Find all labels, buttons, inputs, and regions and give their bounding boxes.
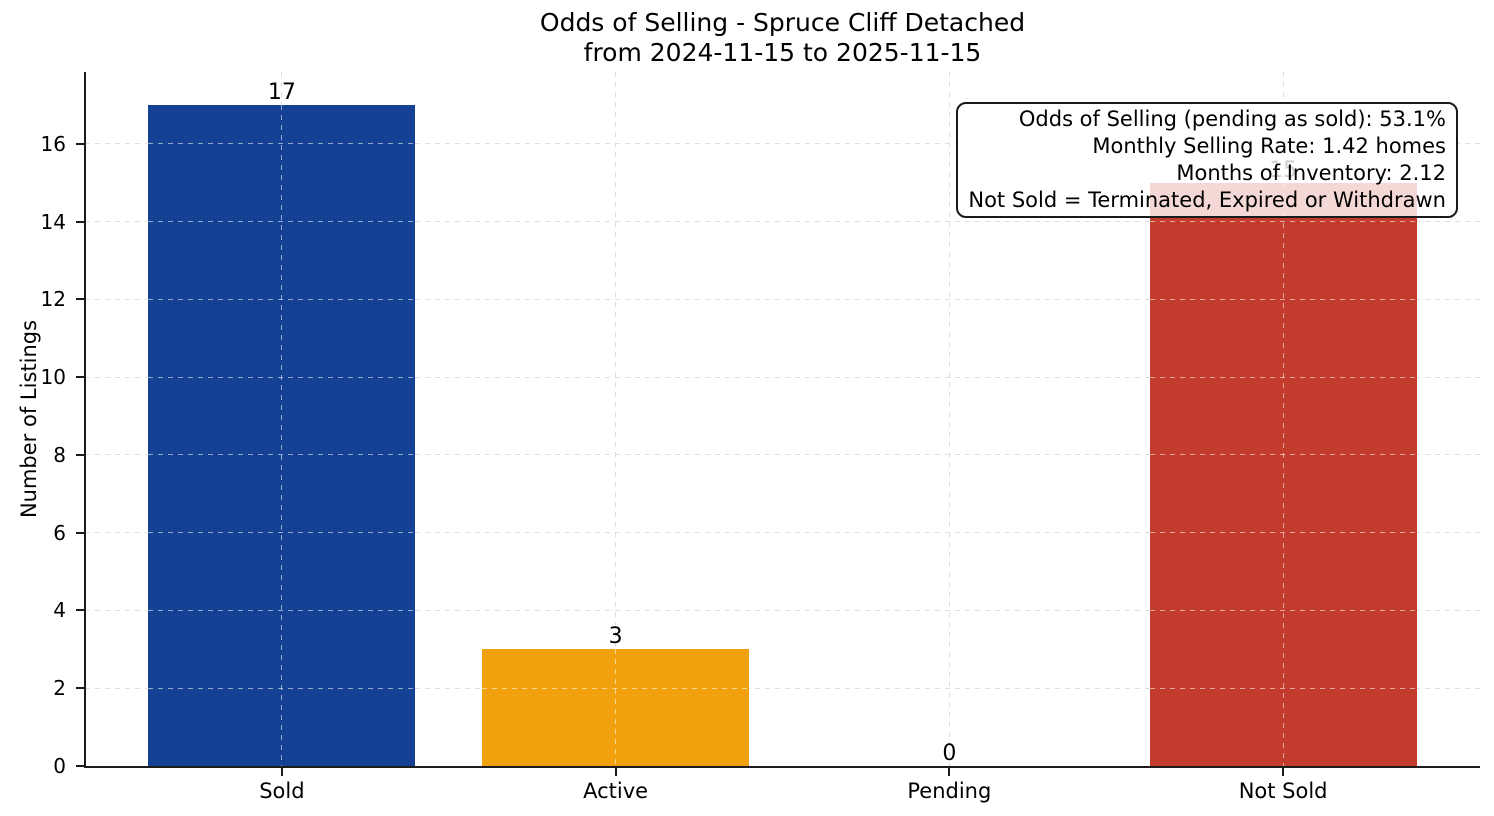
y-tick — [76, 142, 85, 145]
gridline-horizontal — [85, 532, 1480, 534]
gridline-overlay-horizontal — [1149, 687, 1417, 689]
x-tick-label-not-sold: Not Sold — [1238, 779, 1328, 803]
x-tick-label-sold: Sold — [259, 779, 305, 803]
y-tick-label-14: 14 — [40, 209, 66, 234]
y-tick — [76, 765, 85, 767]
gridline-horizontal — [85, 298, 1480, 300]
y-tick — [76, 609, 85, 612]
gridline-vertical — [948, 72, 950, 766]
annotation-line-odds: Odds of Selling (pending as sold): 53.1% — [1018, 107, 1446, 131]
y-tick — [76, 453, 85, 456]
bar-sold — [148, 105, 416, 766]
y-tick — [76, 376, 85, 379]
gridline-horizontal — [85, 221, 1480, 223]
y-tick-label-12: 12 — [40, 287, 66, 312]
bar-value-label-active: 3 — [608, 624, 623, 650]
gridline-overlay-vertical — [281, 105, 283, 766]
x-axis-spine — [83, 765, 1480, 768]
x-tick — [280, 768, 283, 776]
x-tick-label-active: Active — [583, 779, 649, 803]
bar-not-sold — [1149, 182, 1417, 766]
gridline-overlay-horizontal — [1149, 376, 1417, 378]
y-tick — [76, 531, 85, 534]
y-tick — [76, 298, 85, 301]
gridline-overlay-horizontal — [148, 687, 416, 689]
bar-value-label-sold: 17 — [267, 80, 296, 106]
y-tick-label-4: 4 — [53, 598, 66, 623]
gridline-overlay-horizontal — [148, 143, 416, 145]
gridline-overlay-horizontal — [1149, 609, 1417, 611]
y-tick — [76, 220, 85, 223]
annotation-box: Odds of Selling (pending as sold): 53.1%… — [956, 102, 1458, 218]
y-axis-spine — [83, 72, 86, 768]
gridline-overlay-horizontal — [482, 687, 750, 689]
x-tick — [1282, 768, 1285, 776]
y-tick — [76, 687, 85, 690]
y-tick-label-10: 10 — [40, 365, 66, 390]
chart-title: Odds of Selling - Spruce Cliff Detached … — [85, 8, 1480, 68]
y-tick-label-2: 2 — [53, 676, 66, 701]
gridline-overlay-horizontal — [148, 454, 416, 456]
y-tick-label-8: 8 — [53, 442, 66, 467]
gridline-horizontal — [85, 609, 1480, 611]
gridline-overlay-horizontal — [1149, 454, 1417, 456]
bar-active — [482, 649, 750, 766]
gridline-overlay-horizontal — [1149, 532, 1417, 534]
y-tick-label-16: 16 — [40, 131, 66, 156]
gridline-overlay-horizontal — [148, 532, 416, 534]
gridline-overlay-horizontal — [1149, 221, 1417, 223]
annotation-line-not-sold-definition: Not Sold = Terminated, Expired or Withdr… — [968, 188, 1446, 212]
chart-title-line1: Odds of Selling - Spruce Cliff Detached — [539, 8, 1026, 37]
gridline-overlay-horizontal — [148, 298, 416, 300]
gridline-overlay-horizontal — [148, 376, 416, 378]
gridline-horizontal — [85, 143, 1480, 145]
x-tick — [614, 768, 617, 776]
gridline-overlay-horizontal — [1149, 298, 1417, 300]
gridline-horizontal — [85, 687, 1480, 689]
annotation-line-months-inventory: Months of Inventory: 2.12 — [1176, 161, 1446, 185]
gridline-overlay-horizontal — [148, 221, 416, 223]
gridline-horizontal — [85, 454, 1480, 456]
chart-title-line2: from 2024-11-15 to 2025-11-15 — [583, 38, 982, 67]
x-tick-label-pending: Pending — [907, 779, 992, 803]
gridline-vertical — [615, 72, 617, 766]
gridline-horizontal — [85, 376, 1480, 378]
y-tick-label-0: 0 — [53, 754, 66, 778]
bar-value-label-pending: 0 — [942, 741, 957, 766]
annotation-line-monthly-rate: Monthly Selling Rate: 1.42 homes — [1092, 134, 1446, 158]
x-tick — [948, 768, 951, 776]
y-tick-label-6: 6 — [53, 520, 66, 545]
gridline-overlay-vertical — [1282, 182, 1284, 766]
gridline-overlay-horizontal — [148, 609, 416, 611]
gridline-overlay-vertical — [615, 649, 617, 766]
